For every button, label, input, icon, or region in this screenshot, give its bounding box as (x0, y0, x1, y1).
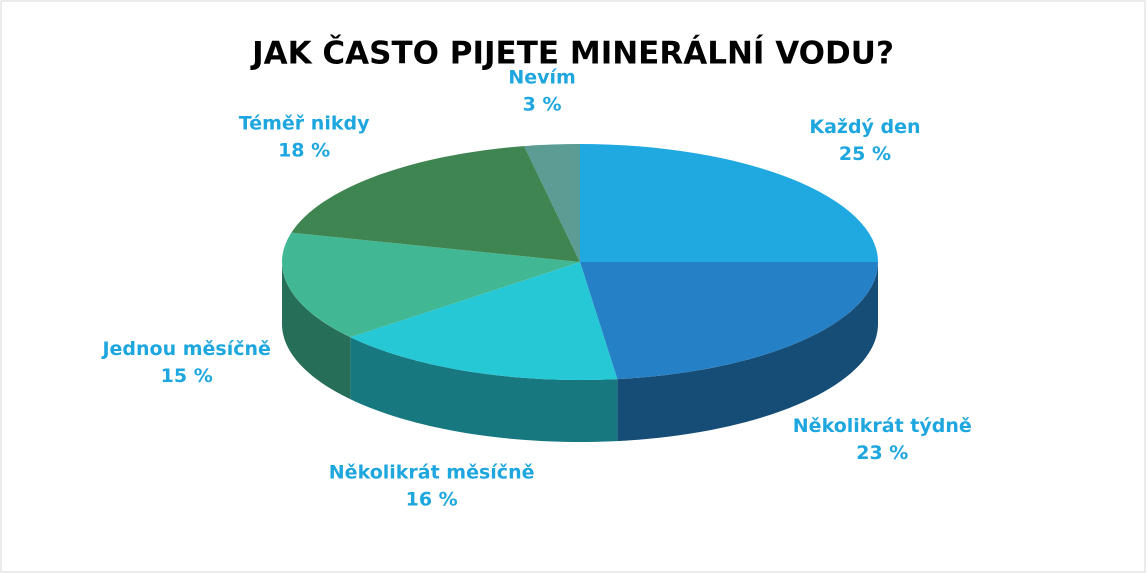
value-label: 23 % (856, 442, 908, 464)
value-label: 3 % (523, 93, 562, 115)
slice-label: Několikrát měsíčně (329, 461, 535, 483)
slice (580, 262, 878, 380)
slice-label: Téměř nikdy (239, 112, 370, 134)
slice-label: Nevím (508, 66, 575, 88)
slice-side (617, 262, 878, 442)
slice (291, 146, 580, 262)
slice-side (282, 262, 351, 400)
value-label: 15 % (161, 365, 213, 387)
slice-label: Každý den (809, 116, 920, 138)
slice-side (350, 337, 618, 442)
value-label: 18 % (278, 139, 330, 161)
slice (281, 232, 580, 338)
value-label: 25 % (839, 143, 891, 165)
value-label: 16 % (406, 488, 458, 510)
slice (524, 144, 580, 262)
slice (580, 144, 878, 262)
slice-label: Jednou měsíčně (100, 338, 270, 360)
slice-label: Několikrát týdně (793, 415, 972, 437)
chart-title: JAK ČASTO PIJETE MINERÁLNÍ VODU? (250, 35, 894, 72)
slice (350, 262, 618, 381)
